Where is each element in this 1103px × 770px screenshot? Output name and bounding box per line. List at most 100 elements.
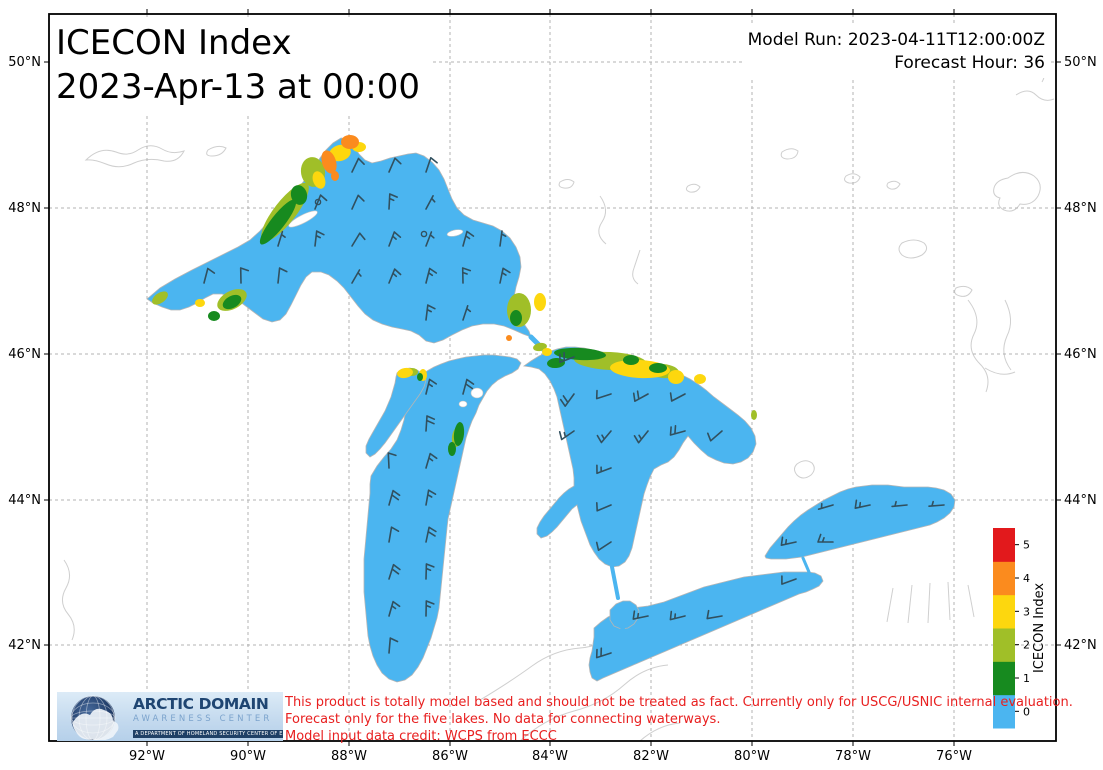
ice-patch: [312, 171, 326, 189]
colorbar-tick-label: 4: [1023, 572, 1030, 585]
colorbar-tick-label: 2: [1023, 639, 1030, 652]
wind-barb: [559, 393, 575, 407]
colorbar-segment-2: [993, 628, 1015, 662]
wind-barb: [425, 267, 438, 284]
wind-barb: [388, 526, 400, 543]
wind-barb: [388, 231, 402, 247]
lon-label: 84°W: [532, 749, 568, 764]
disclaimer-line-2: Forecast only for the five lakes. No dat…: [285, 712, 721, 728]
wind-barb: [595, 647, 612, 659]
colorbar-tick-label: 5: [1023, 539, 1030, 552]
wind-barb: [388, 268, 402, 284]
lat-label-left: 50°N: [8, 55, 41, 70]
logo-tagline: A DEPARTMENT OF HOMELAND SECURITY CENTER…: [133, 730, 283, 738]
coastline: [598, 195, 607, 245]
wind-barb: [425, 600, 435, 617]
lat-label-left: 46°N: [8, 347, 41, 362]
wind-barb: [928, 500, 945, 507]
coastline: [84, 145, 185, 168]
wind-barb: [277, 267, 288, 284]
wind-barb: [632, 390, 649, 402]
colorbar-tick-label: 1: [1023, 672, 1030, 685]
wind-barb: [596, 464, 612, 475]
wind-barb: [388, 489, 401, 506]
coastline: [1015, 90, 1055, 101]
ice-patch: [668, 370, 684, 384]
wind-barb: [669, 392, 686, 402]
wind-barb: [314, 194, 328, 210]
ice-patch: [321, 150, 337, 174]
title-line-1: ICECON Index: [56, 23, 292, 63]
wind-barb: [388, 193, 398, 210]
ice-patch: [751, 410, 757, 420]
island: [470, 387, 484, 399]
disclaimer-text: This product is totally model based and …: [285, 694, 1073, 745]
wind-barb: [632, 610, 649, 620]
colorbar-segment-4: [993, 561, 1015, 596]
wind-barb: [633, 430, 649, 444]
lat-label-left: 42°N: [8, 638, 41, 653]
wind-barb: [314, 230, 325, 247]
map-frame: [48, 13, 1057, 742]
coastline: [639, 722, 681, 742]
lon-label: 92°W: [129, 749, 165, 764]
coastline: [794, 460, 815, 479]
wind-barb: [277, 230, 286, 247]
wind-barb: [817, 533, 834, 543]
lat-label-right: 42°N: [1064, 638, 1097, 653]
lon-label: 80°W: [734, 749, 770, 764]
ice-patch: [506, 335, 512, 341]
wind-barb: [706, 609, 723, 620]
ice-patch: [417, 373, 423, 381]
coastline: [780, 148, 799, 160]
colorbar-segment-1: [993, 661, 1015, 696]
coastline: [967, 584, 975, 618]
wind-barb: [462, 230, 475, 247]
wind-barb: [425, 563, 435, 580]
lake-ontario: [764, 484, 956, 560]
ice-patch: [222, 294, 242, 310]
wind-barb: [351, 269, 362, 284]
ice-patch: [453, 422, 465, 446]
green-bay: [365, 367, 427, 458]
wind-barb: [425, 304, 436, 321]
ice-patch: [533, 342, 547, 352]
wind-barb: [559, 351, 575, 364]
lon-label: 86°W: [432, 749, 468, 764]
wind-barb: [239, 267, 250, 284]
coastline: [206, 145, 227, 157]
adac-globe-icon: [70, 695, 119, 740]
wind-barb: [462, 378, 475, 395]
colorbar-tick-label: 0: [1023, 705, 1030, 718]
ice-patch: [195, 299, 205, 307]
adac-logo: ARCTIC DOMAIN AWARENESS CENTER A DEPARTM…: [57, 692, 283, 741]
coastline: [519, 664, 669, 742]
coastline: [898, 239, 928, 259]
wind-barb: [595, 541, 612, 551]
wind-barb: [425, 195, 436, 210]
wind-barb: [387, 452, 397, 469]
coastline: [886, 587, 894, 623]
calm-wind-circle: [420, 230, 428, 238]
wind-barb: [596, 502, 612, 512]
wind-barb: [781, 575, 797, 585]
wind-barb: [595, 389, 612, 400]
coastline: [632, 249, 641, 285]
ice-patch: [341, 135, 359, 149]
coastline: [993, 172, 1041, 212]
wind-barb: [817, 503, 834, 510]
ice-patch: [623, 355, 639, 365]
model-run-info: Model Run: 2023-04-11T12:00:00Z Forecast…: [741, 26, 1051, 78]
wind-barb: [351, 157, 365, 173]
coastline: [927, 582, 931, 624]
logo-title: ARCTIC DOMAIN: [133, 695, 269, 713]
ice-patch: [331, 171, 339, 181]
wind-barb: [854, 499, 871, 509]
title-line-2: 2023-Apr-13 at 00:00: [56, 66, 420, 107]
ice-patch: [649, 363, 667, 373]
wind-barb: [425, 378, 437, 395]
wind-barb: [499, 230, 507, 247]
lat-label-right: 48°N: [1064, 201, 1097, 216]
ice-patch: [534, 293, 546, 311]
